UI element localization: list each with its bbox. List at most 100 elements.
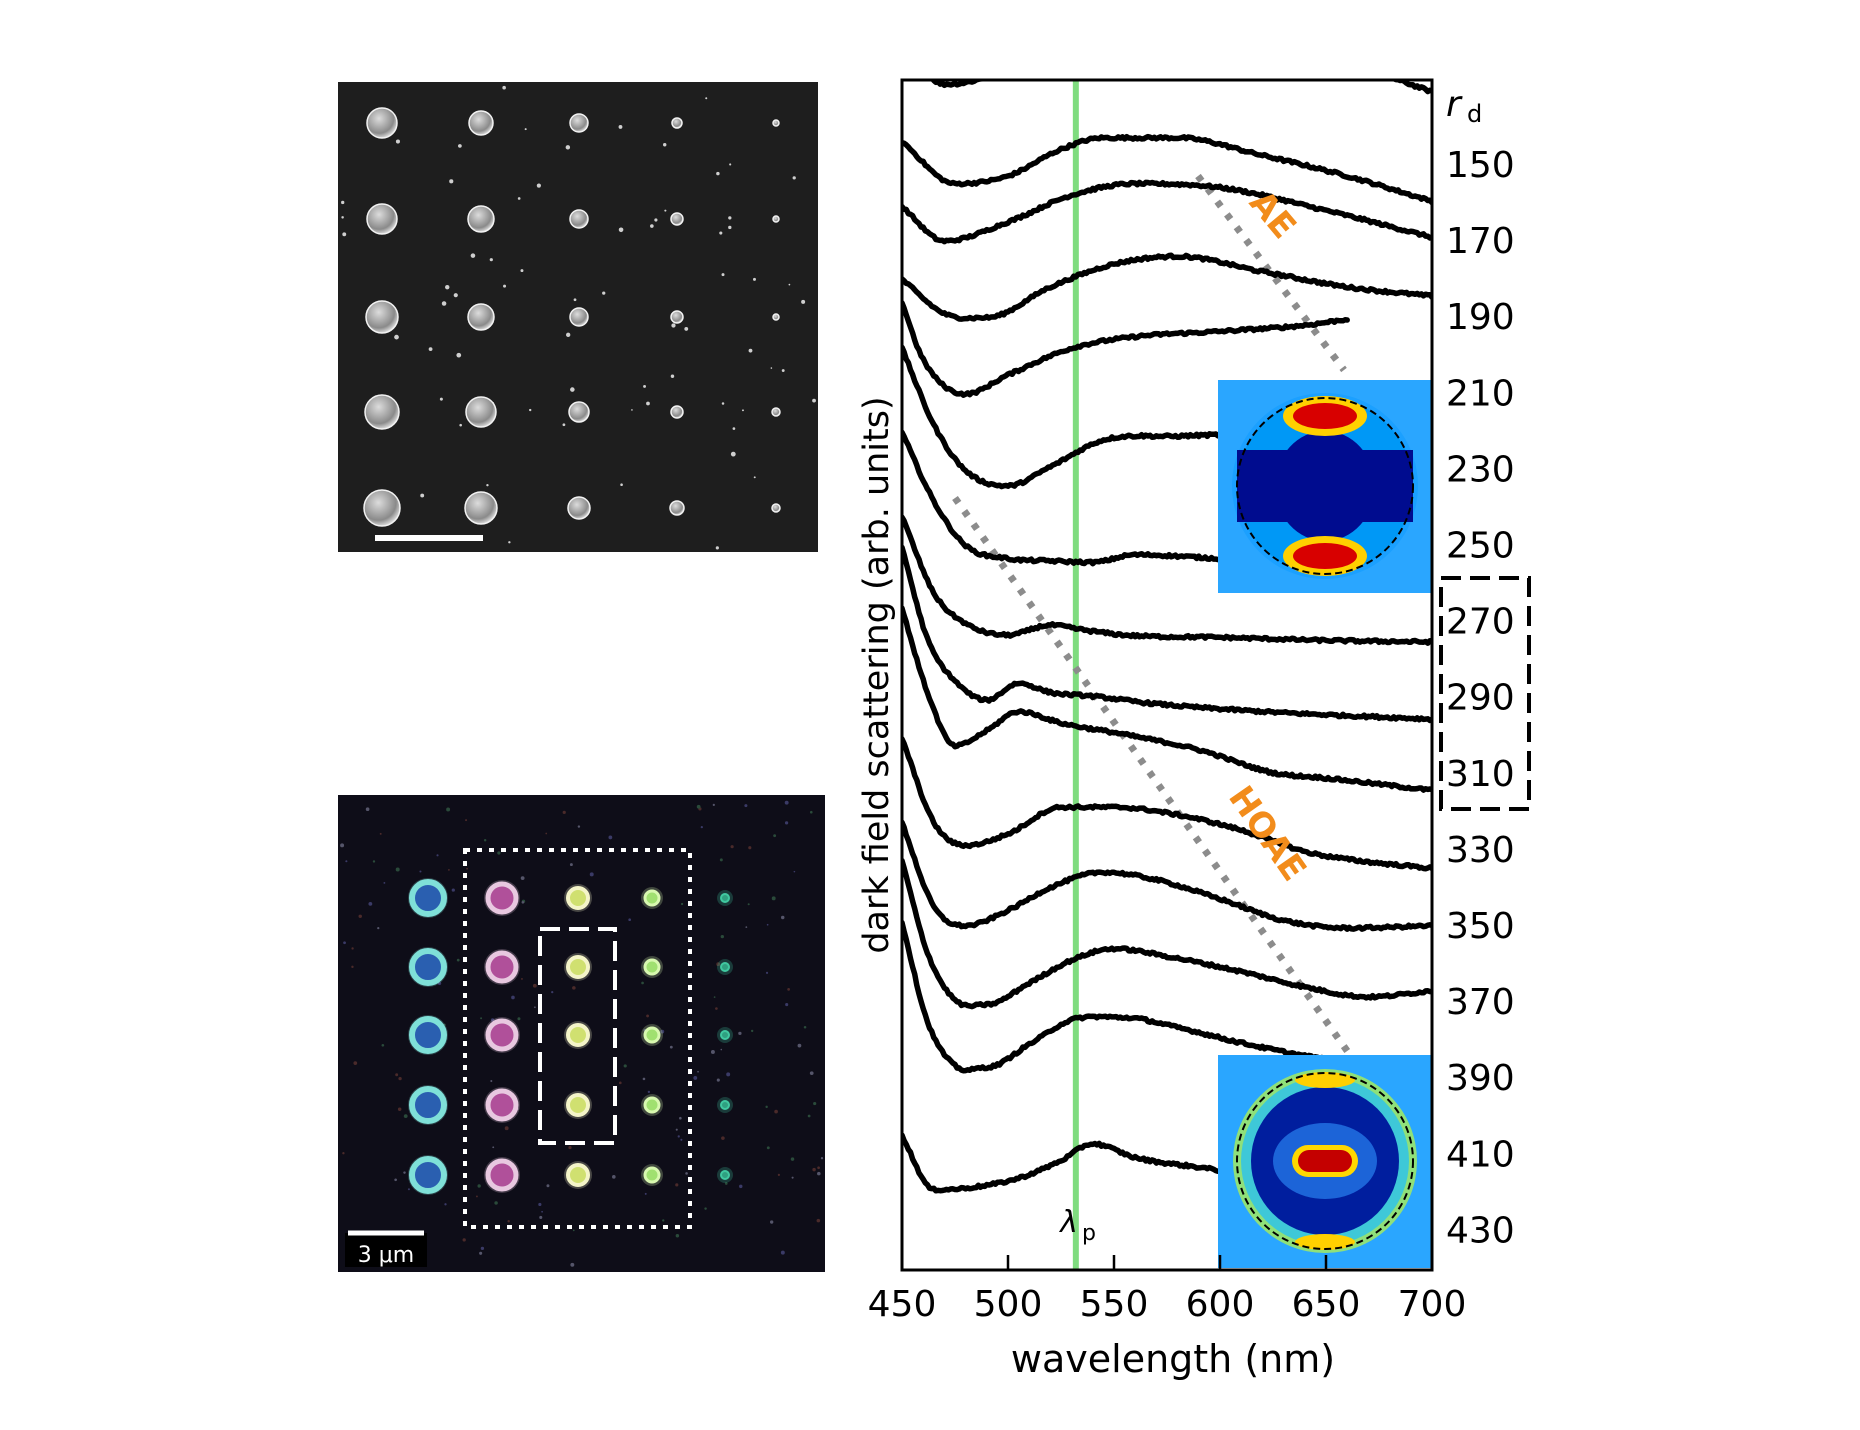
darkfield-speckle [712, 803, 715, 807]
sem-nanodisk [671, 117, 683, 129]
x-tick-label: 550 [1080, 1284, 1149, 1325]
darkfield-speckle [739, 1184, 743, 1189]
darkfield-disk-grid [408, 878, 733, 1195]
darkfield-speckle [562, 810, 566, 814]
dotted-selection-box [463, 848, 692, 1229]
sem-speckle [420, 493, 425, 498]
sem-nanodisk [569, 209, 589, 229]
sem-speckle [716, 171, 720, 176]
sem-nanodisk [569, 113, 589, 133]
sem-speckle [788, 283, 791, 286]
darkfield-speckle [680, 1138, 683, 1141]
darkfield-speckle [820, 1157, 824, 1160]
darkfield-speckle [750, 1029, 754, 1033]
x-tick-label: 650 [1292, 1284, 1361, 1325]
spectrum-line-410 [902, 919, 1372, 1074]
sem-speckle [342, 232, 347, 237]
sem-speckle [573, 298, 577, 302]
spectra-chart: AE HOAE 450 500 [857, 78, 1531, 1381]
darkfield-speckle [713, 996, 716, 998]
darkfield-speckle [669, 1045, 673, 1049]
darkfield-speckle [745, 926, 748, 928]
darkfield-speckle [397, 1107, 402, 1112]
darkfield-speckle [780, 1250, 785, 1255]
sem-speckle [565, 145, 571, 150]
darkfield-speckle [641, 981, 644, 985]
darkfield-speckle [569, 863, 573, 867]
darkfield-speckle [490, 1080, 493, 1083]
darkfield-speckle [612, 1175, 616, 1179]
series-label: 350 [1446, 906, 1515, 947]
sem-speckle [453, 293, 458, 298]
sem-speckle [792, 176, 796, 180]
darkfield-speckle [517, 1017, 521, 1021]
darkfield-speckle [716, 962, 721, 967]
darkfield-nanodisk [409, 1016, 447, 1054]
sem-speckle [748, 348, 753, 353]
sem-nanodisk [772, 119, 780, 127]
darkfield-speckle [700, 825, 703, 829]
spectrum-line-170 [902, 133, 1432, 206]
darkfield-nanodisk [485, 1158, 519, 1192]
darkfield-speckle [403, 1114, 408, 1118]
darkfield-speckle [780, 915, 785, 920]
darkfield-speckle [490, 1018, 495, 1022]
darkfield-speckle [551, 991, 554, 994]
darkfield-nanodisk [409, 879, 447, 917]
sem-speckle [445, 284, 450, 290]
darkfield-speckle [534, 1006, 536, 1009]
darkfield-speckle [784, 800, 789, 805]
darkfield-nanodisk [485, 1018, 519, 1052]
sem-speckle [503, 284, 507, 288]
darkfield-speckle [809, 1071, 814, 1076]
spectrum-line-390 [902, 857, 1432, 1010]
sem-nanodisk [363, 489, 401, 527]
darkfield-speckle [675, 1128, 678, 1131]
sem-speckle [729, 163, 732, 166]
sem-speckle [770, 367, 773, 369]
sem-nanodisk [567, 496, 591, 520]
darkfield-speckle [520, 876, 525, 881]
sem-nanodisk [365, 300, 399, 334]
darkfield-speckle [769, 1220, 774, 1224]
series-label: 370 [1446, 982, 1515, 1023]
darkfield-speckle [477, 1184, 481, 1188]
sem-nanodisk [464, 491, 498, 525]
darkfield-speckle [340, 843, 345, 848]
darkfield-speckle [507, 1220, 510, 1223]
sem-speckle [753, 476, 756, 479]
darkfield-speckle [726, 1072, 731, 1077]
darkfield-speckle [538, 1202, 542, 1207]
sem-speckle [428, 347, 433, 352]
inset-hoae-top-arc [1295, 1072, 1355, 1088]
darkfield-speckle [812, 1167, 816, 1172]
darkfield-speckle [693, 1075, 698, 1080]
darkfield-speckle [817, 1166, 820, 1170]
spectrum-line-230 [902, 300, 1350, 398]
sem-speckle [517, 197, 521, 200]
sem-speckle [732, 427, 736, 430]
darkfield-speckle [777, 1173, 781, 1176]
darkfield-speckle [403, 1171, 406, 1174]
sem-nanodisk [670, 310, 684, 324]
darkfield-speckle [494, 1201, 498, 1205]
darkfield-speckle [696, 804, 701, 809]
sem-speckle [730, 451, 736, 457]
sem-speckle [663, 143, 667, 147]
sem-speckle [741, 409, 744, 412]
sem-speckle [341, 200, 345, 205]
spectrum-line-310 [902, 544, 1432, 724]
sem-speckle [524, 128, 527, 131]
darkfield-micrograph: 3 μm [338, 795, 825, 1272]
series-label: 230 [1446, 449, 1515, 490]
sem-nanodisk [467, 303, 495, 331]
darkfield-speckle [797, 1043, 802, 1048]
x-axis-ticks: 450 500 550 600 650 700 [868, 1255, 1466, 1325]
darkfield-speckle [677, 1135, 680, 1138]
darkfield-speckle [504, 1126, 509, 1131]
sem-speckle [631, 409, 633, 411]
y-axis-label: dark field scattering (arb. units) [857, 396, 897, 953]
sem-nanodisk [772, 215, 780, 223]
sem-speckle [395, 139, 400, 144]
sem-speckle [508, 541, 511, 544]
